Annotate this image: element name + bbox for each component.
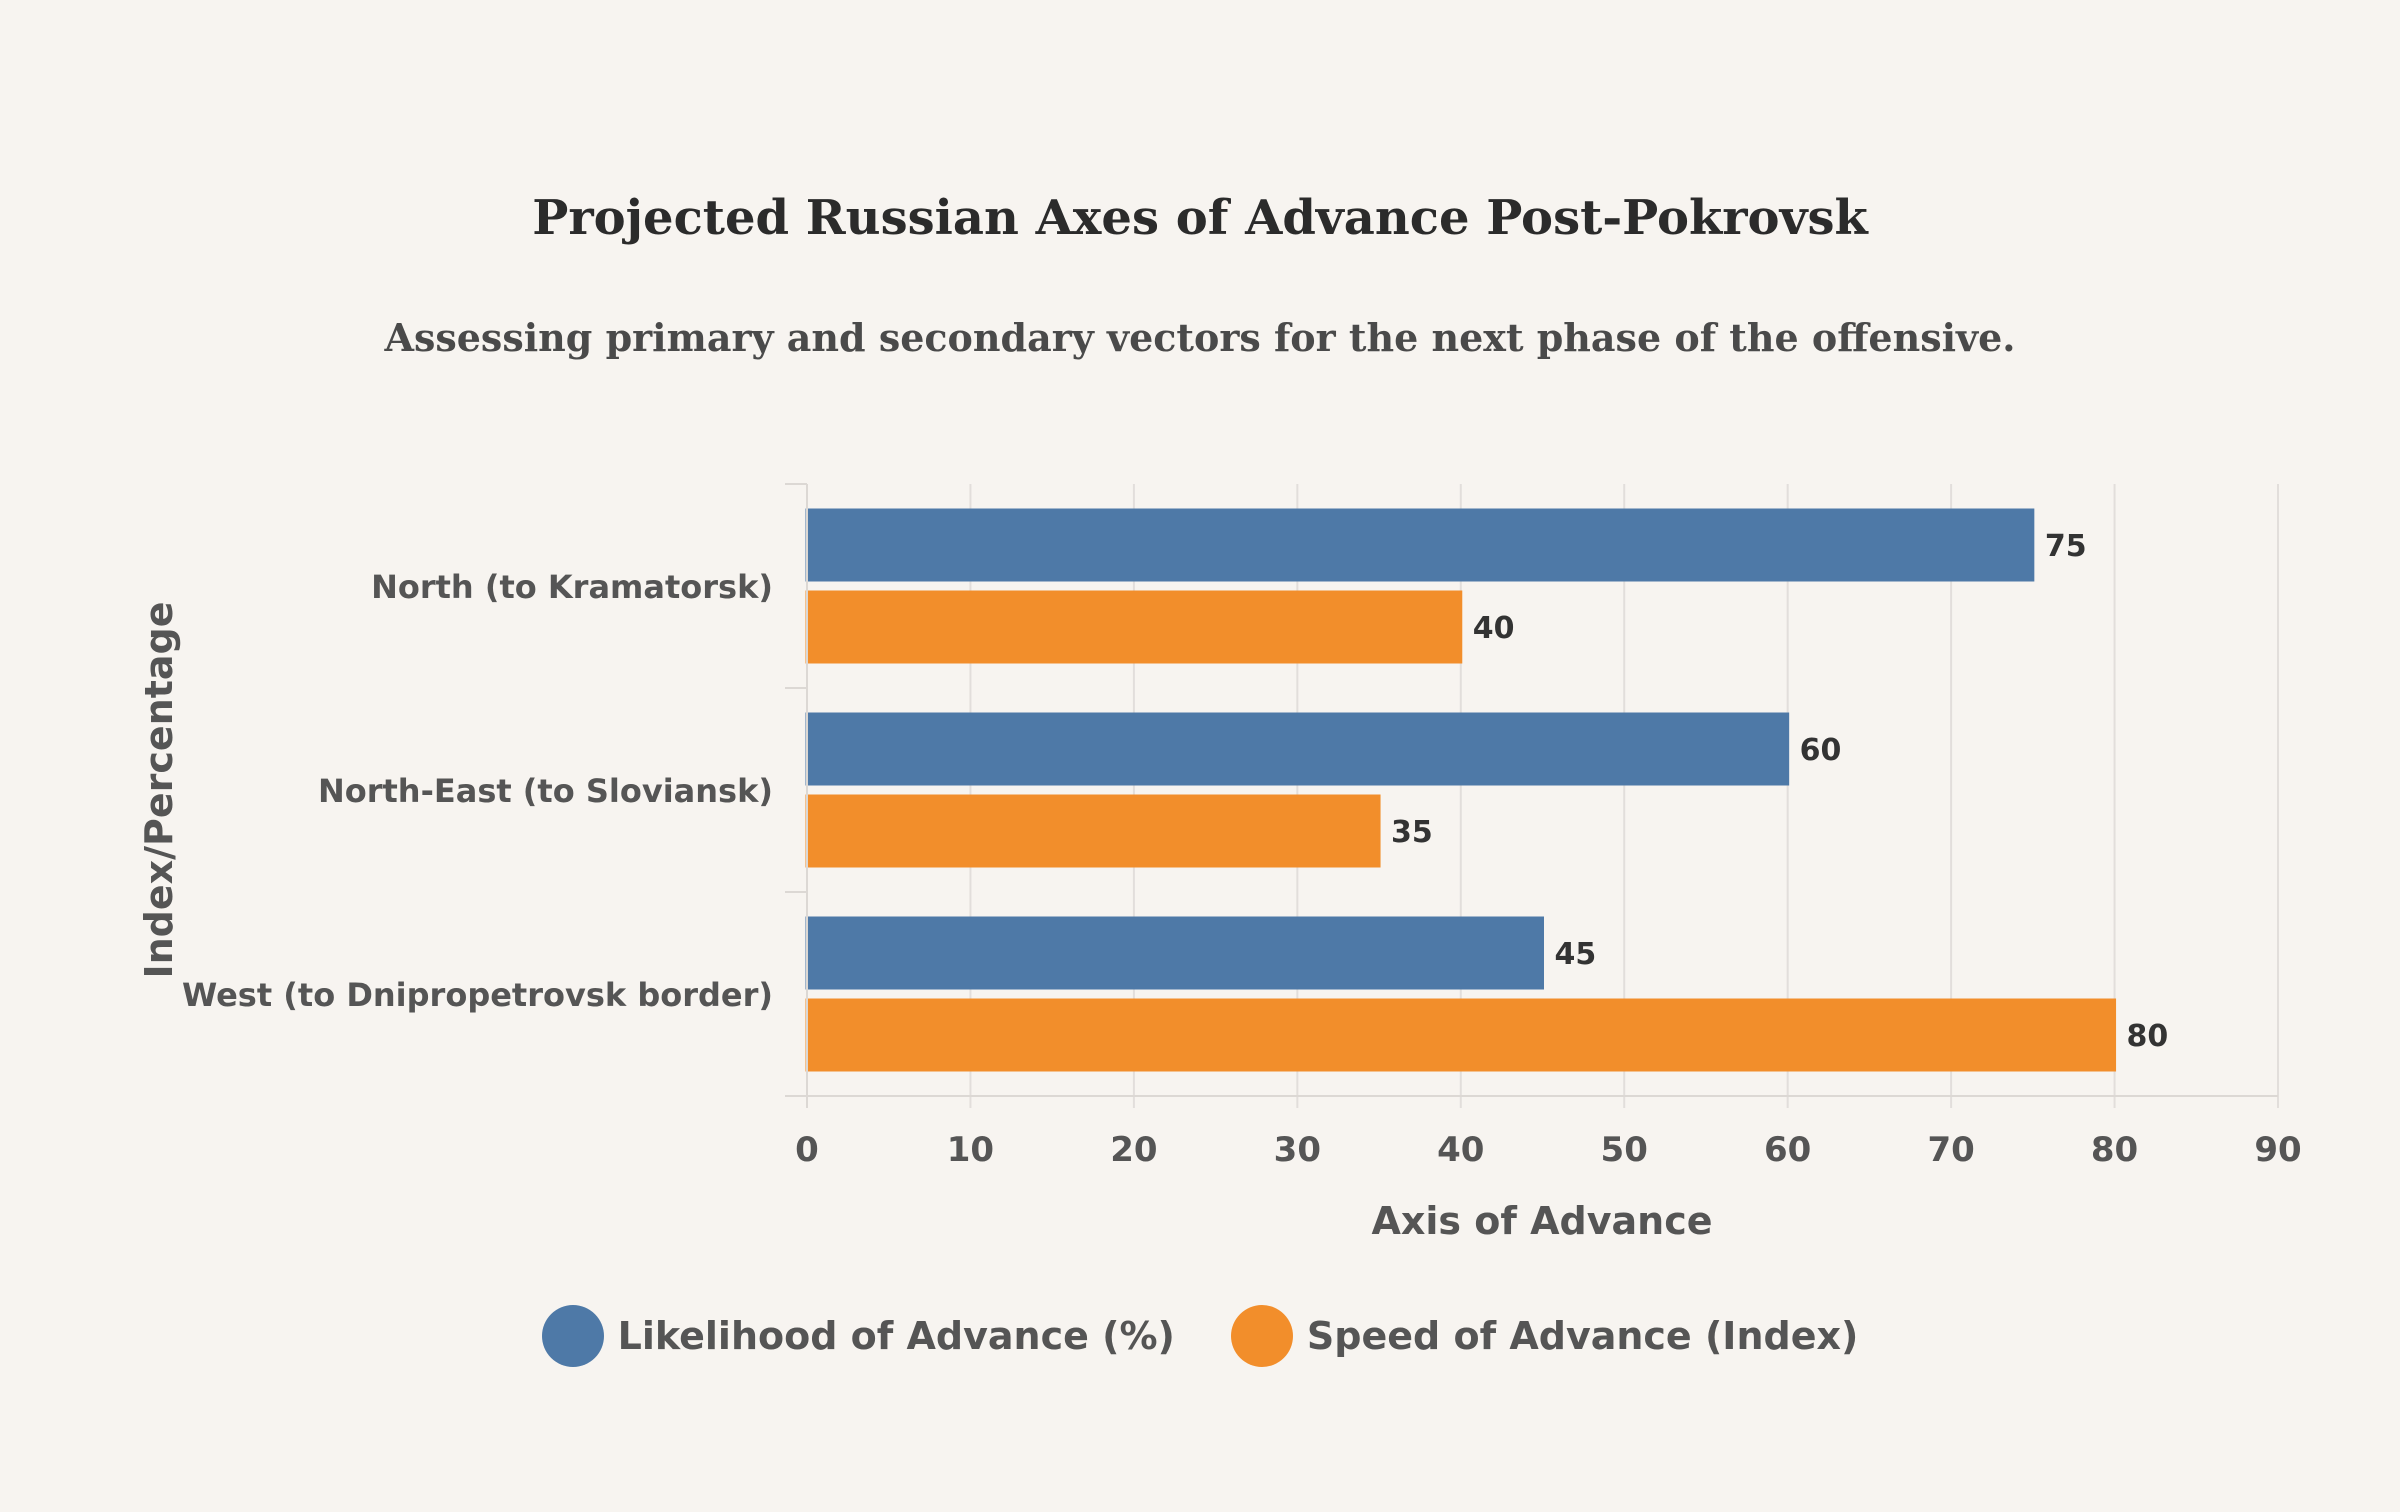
bar-speed — [805, 998, 2117, 1072]
bar-likelihood — [805, 508, 2035, 582]
x-tick-label: 40 — [1437, 1130, 1484, 1170]
data-label: 60 — [1800, 733, 1842, 768]
x-tick-label: 0 — [795, 1130, 819, 1170]
y-category-label: West (to Dnipropetrovsk border) — [182, 976, 773, 1014]
y-axis-title: Index/Percentage — [137, 601, 181, 978]
data-label: 35 — [1391, 815, 1433, 850]
x-tick-label: 80 — [2091, 1130, 2138, 1170]
legend-label: Speed of Advance (Index) — [1306, 1314, 1859, 1358]
legend-swatch-icon — [541, 1305, 604, 1367]
bar-likelihood — [805, 916, 1544, 990]
legend-item[interactable]: Speed of Advance (Index) — [1230, 1305, 1859, 1367]
y-category-label: North (to Kramatorsk) — [371, 568, 773, 606]
legend: Likelihood of Advance (%) Speed of Advanc… — [0, 1305, 2400, 1367]
x-tick-label: 20 — [1110, 1130, 1157, 1170]
legend-item[interactable]: Likelihood of Advance (%) — [541, 1305, 1175, 1367]
chart-subtitle: Assessing primary and secondary vectors … — [384, 315, 2016, 360]
bar-likelihood — [805, 712, 1790, 786]
bars: 75 40 60 35 45 80 — [805, 508, 2169, 1072]
data-label: 75 — [2045, 529, 2087, 564]
bar-speed — [805, 794, 1381, 868]
data-label: 40 — [1473, 611, 1515, 646]
x-tick-label: 10 — [947, 1130, 994, 1170]
chart-title: Projected Russian Axes of Advance Post-P… — [532, 190, 1868, 246]
y-category-label: North-East (to Sloviansk) — [318, 772, 773, 810]
data-label: 45 — [1555, 937, 1597, 972]
bar-speed — [805, 590, 1463, 664]
x-tick-label: 60 — [1764, 1130, 1811, 1170]
x-tick-label: 30 — [1274, 1130, 1321, 1170]
axes: 0 10 20 30 40 50 60 70 80 90 North (to Kramatorsk)… — [182, 484, 2302, 1170]
x-tick-label: 70 — [1927, 1130, 1974, 1170]
legend-label: Likelihood of Advance (%) — [617, 1314, 1175, 1358]
x-tick-label: 50 — [1601, 1130, 1648, 1170]
legend-swatch-icon — [1230, 1305, 1293, 1367]
x-axis-title: Axis of Advance — [1371, 1199, 1712, 1243]
data-label: 80 — [2127, 1019, 2169, 1054]
x-tick-label: 90 — [2254, 1130, 2301, 1170]
